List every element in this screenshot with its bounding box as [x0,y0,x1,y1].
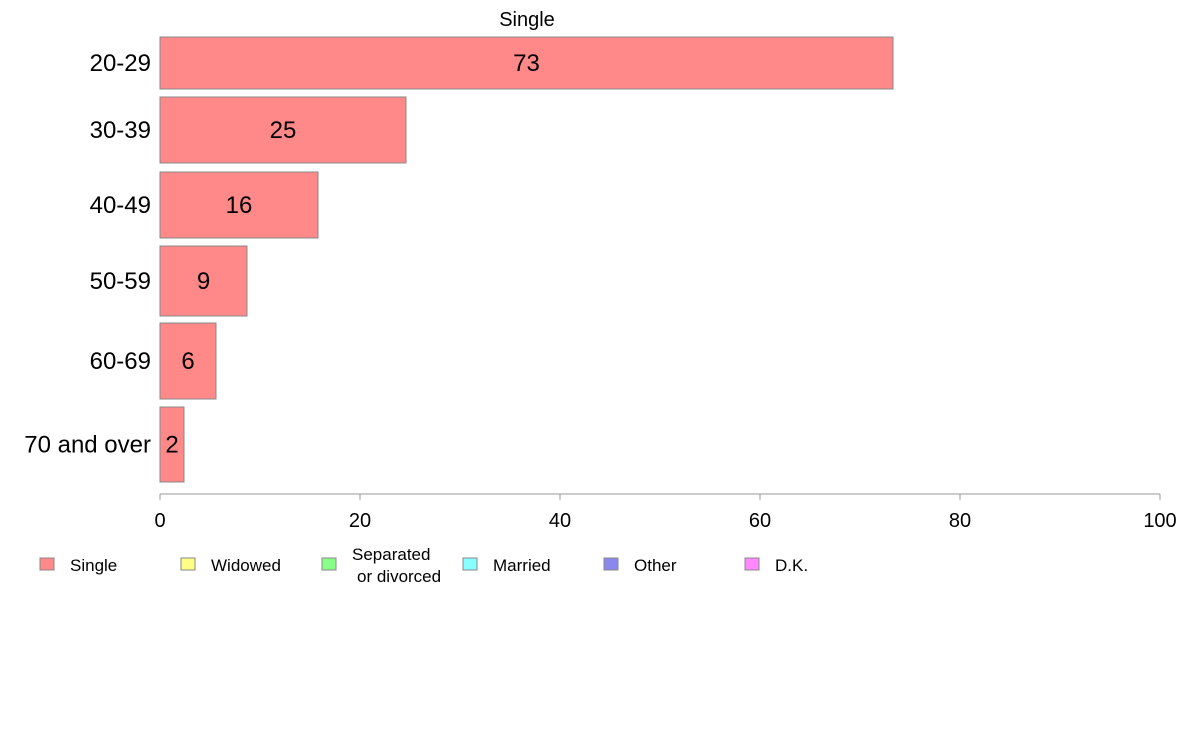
chart-title: Single [499,9,555,31]
bar-value-label: 25 [270,117,297,144]
bar [159,245,248,317]
bar-value-label: 9 [197,268,210,295]
bars-group: 73 25 16 9 6 2 [159,36,894,483]
legend-label: Widowed [211,556,281,575]
category-label: 30-39 [90,117,151,144]
bar [159,36,894,90]
legend-label: Separated or divorced [352,545,441,586]
legend-label: Single [70,556,117,575]
x-axis: 0 20 40 60 80 100 [154,493,1177,532]
x-tick-label: 40 [549,510,571,532]
bar-value-label: 6 [181,348,194,375]
x-tick-label: 20 [349,510,371,532]
category-label: 70 and over [24,432,151,459]
legend-label: Married [493,556,551,575]
bar-value-label: 16 [226,192,253,219]
x-tick-label: 100 [1143,510,1176,532]
legend-swatch [744,557,760,571]
category-labels: 20-29 30-39 40-49 50-59 60-69 70 and over [24,50,151,459]
bar [159,322,217,400]
bar-value-label: 2 [165,432,178,459]
legend-label: D.K. [775,556,808,575]
bar [159,96,407,164]
bar-value-label: 73 [513,50,540,77]
category-label: 50-59 [90,268,151,295]
legend-swatch [180,557,196,571]
x-tick-label: 80 [949,510,971,532]
category-label: 20-29 [90,50,151,77]
legend-swatch [603,557,619,571]
legend-swatch [39,557,55,571]
bar [159,171,319,239]
x-tick-label: 0 [154,510,165,532]
category-label: 40-49 [90,192,151,219]
category-label: 60-69 [90,348,151,375]
legend-swatch [321,557,337,571]
legend: Single Widowed Separated or divorced Married… [39,545,808,586]
x-tick-label: 60 [749,510,771,532]
bar [159,406,185,483]
legend-swatch [462,557,478,571]
legend-label: Other [634,556,677,575]
